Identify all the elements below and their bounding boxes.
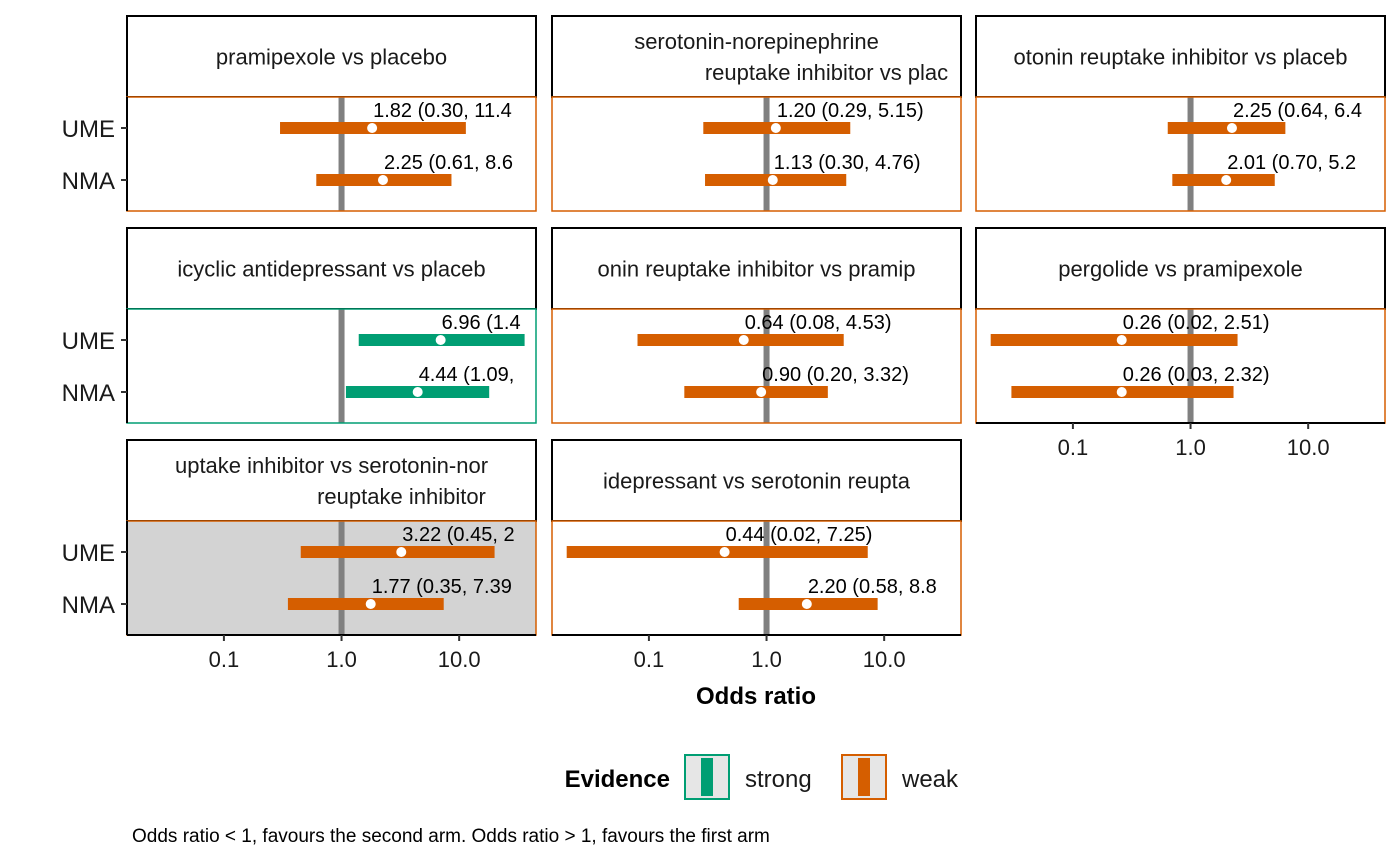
data-label: 0.26 (0.03, 2.32): [1123, 364, 1270, 386]
facet-panel: icyclic antidepressant vs placeb 6.96 (1.…: [62, 227, 537, 424]
facet-strip: [126, 15, 537, 98]
panel-background: [127, 521, 536, 635]
facet-strip: [551, 227, 962, 310]
x-tick-label: 1.0: [751, 647, 782, 672]
point-estimate: [396, 547, 407, 557]
legend-key-bar: [701, 758, 713, 796]
data-label: 1.20 (0.29, 5.15): [777, 100, 924, 122]
y-tick-label: NMA: [62, 168, 115, 195]
facet-title: otonin reuptake inhibitor vs placeb: [1014, 45, 1348, 70]
point-estimate: [738, 335, 749, 345]
panel-border: [975, 96, 1386, 212]
facet-strip: [126, 439, 537, 522]
panel-background: [552, 97, 961, 211]
facet-strip: [975, 227, 1386, 310]
point-estimate: [367, 123, 378, 133]
data-label: 1.13 (0.30, 4.76): [774, 152, 921, 174]
ci-bar: [1167, 122, 1286, 134]
point-estimate: [365, 599, 376, 609]
point-estimate: [435, 335, 446, 345]
facet-panel: pramipexole vs placebo 1.82 (0.30, 11.4 2.…: [62, 15, 537, 212]
facet-title: pramipexole vs placebo: [216, 45, 447, 70]
facet-panel: uptake inhibitor vs serotonin-nor reuptak…: [62, 439, 537, 672]
x-tick-label: 0.1: [209, 647, 240, 672]
ci-bar: [990, 334, 1238, 346]
point-estimate: [767, 175, 778, 185]
facet-panel: serotonin-norepinephrine reuptake inhibit…: [551, 15, 962, 212]
panel-background: [976, 97, 1385, 211]
y-tick-label: UME: [62, 540, 115, 567]
y-tick-label: UME: [62, 116, 115, 143]
facet-panel: pergolide vs pramipexole 0.26 (0.02, 2.51…: [975, 227, 1386, 460]
caption: Odds ratio < 1, favours the second arm. …: [132, 826, 770, 847]
data-label: 6.96 (1.4: [442, 312, 521, 334]
y-tick-label: NMA: [62, 380, 115, 407]
x-tick-label: 10.0: [863, 647, 906, 672]
point-estimate: [1221, 175, 1232, 185]
x-tick-label: 0.1: [634, 647, 665, 672]
data-label: 1.82 (0.30, 11.4: [373, 100, 512, 122]
y-tick-label: UME: [62, 328, 115, 355]
panel-background: [127, 97, 536, 211]
data-label: 2.25 (0.61, 8.6: [384, 152, 513, 174]
data-label: 4.44 (1.09,: [419, 364, 515, 386]
facet-title: uptake inhibitor vs serotonin-nor: [175, 453, 488, 478]
data-label: 2.01 (0.70, 5.2: [1227, 152, 1356, 174]
point-estimate: [377, 175, 388, 185]
point-estimate: [756, 387, 767, 397]
ci-bar: [566, 546, 868, 558]
point-estimate: [1226, 123, 1237, 133]
x-tick-label: 0.1: [1058, 435, 1089, 460]
facet-strip: [126, 227, 537, 310]
data-label: 2.20 (0.58, 8.8: [808, 576, 937, 598]
facet-title: idepressant vs serotonin reupta: [603, 469, 911, 494]
facet-title: serotonin-norepinephrine: [634, 29, 879, 54]
x-tick-label: 1.0: [326, 647, 357, 672]
point-estimate: [1116, 387, 1127, 397]
x-tick-label: 1.0: [1175, 435, 1206, 460]
facet-title: reuptake inhibitor: [317, 484, 486, 509]
legend-key-bar: [858, 758, 870, 796]
panel-background: [552, 521, 961, 635]
data-label: 2.25 (0.64, 6.4: [1233, 100, 1362, 122]
point-estimate: [770, 123, 781, 133]
point-estimate: [719, 547, 730, 557]
facet-panel: otonin reuptake inhibitor vs placeb 2.25 …: [975, 15, 1386, 212]
legend-label: strong: [745, 766, 812, 793]
x-axis-title: Odds ratio: [696, 683, 816, 710]
x-tick-label: 10.0: [1287, 435, 1330, 460]
panel-background: [976, 309, 1385, 423]
panel-background: [127, 309, 536, 423]
data-label: 0.26 (0.02, 2.51): [1123, 312, 1270, 334]
facet-strip: [975, 15, 1386, 98]
x-tick-label: 10.0: [438, 647, 481, 672]
ci-bar: [684, 386, 828, 398]
legend: Evidence strong weak: [565, 754, 959, 800]
data-label: 0.64 (0.08, 4.53): [745, 312, 892, 334]
point-estimate: [412, 387, 423, 397]
facet-title: onin reuptake inhibitor vs pramip: [598, 257, 916, 282]
y-tick-label: NMA: [62, 592, 115, 619]
point-estimate: [1116, 335, 1127, 345]
facet-panel: onin reuptake inhibitor vs pramip 0.64 (0…: [551, 227, 962, 424]
point-estimate: [801, 599, 812, 609]
facet-strip: [551, 439, 962, 522]
data-label: 1.77 (0.35, 7.39: [372, 576, 512, 598]
panel-border: [551, 96, 962, 212]
legend-title: Evidence: [565, 766, 670, 793]
facet-panel: idepressant vs serotonin reupta 0.44 (0.0…: [551, 439, 962, 672]
data-label: 0.44 (0.02, 7.25): [726, 524, 873, 546]
panel-background: [552, 309, 961, 423]
data-label: 3.22 (0.45, 2: [402, 524, 514, 546]
legend-label: weak: [901, 766, 959, 793]
data-label: 0.90 (0.20, 3.32): [762, 364, 909, 386]
facet-title: reuptake inhibitor vs plac: [705, 60, 948, 85]
facet-title: pergolide vs pramipexole: [1058, 257, 1303, 282]
panel-border: [551, 308, 962, 424]
facet-title: icyclic antidepressant vs placeb: [177, 257, 485, 282]
